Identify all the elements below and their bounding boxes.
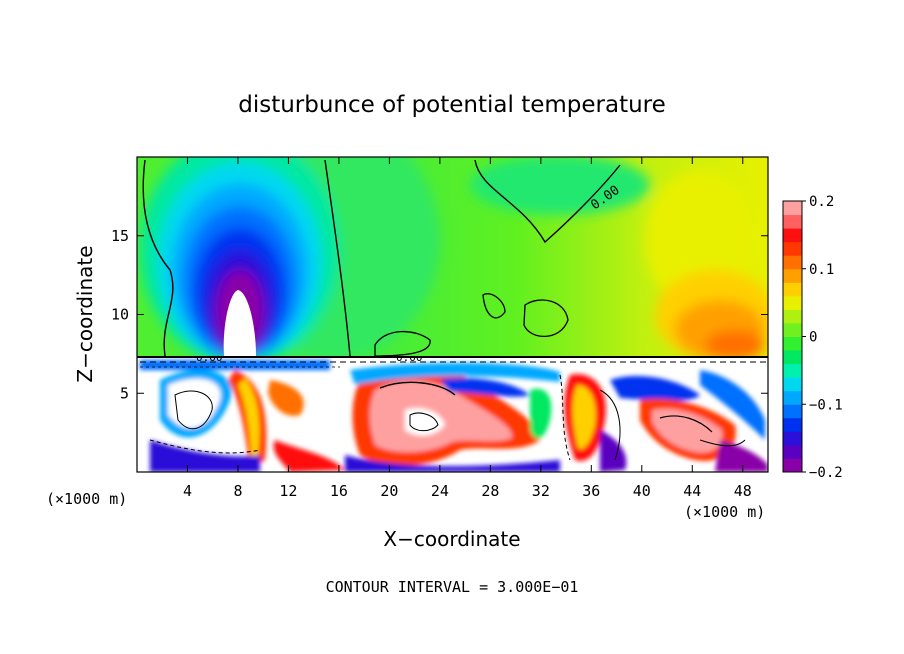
colorbar-swatch [783,241,802,256]
colorbar-swatch [783,377,802,392]
x-tick-label: 20 [380,482,398,500]
colorbar-swatch [783,309,802,324]
colorbar-swatch [783,295,802,310]
y-tick-label: 5 [120,384,129,402]
colorbar-tick-label: 0.2 [809,194,834,210]
x-tick-label: 40 [633,482,651,500]
x-tick-label: 16 [330,482,348,500]
colorbar-swatch [783,214,802,229]
colorbar-tick-label: 0 [809,330,817,346]
x-tick-label: 24 [431,482,449,500]
x-unit-left: (×1000 m) [46,490,127,508]
contour-label-mid: 0.00 [196,351,223,364]
x-tick-label: 48 [734,482,752,500]
x-unit-right: (×1000 m) [684,503,765,521]
contour-interval-note: CONTOUR INTERVAL = 3.000E−01 [326,578,579,596]
y-axis: 5 10 15 [111,227,768,402]
colorbar-swatch [783,268,802,283]
chart-title: disturbunce of potential temperature [238,92,666,118]
heatmap-field: 0.00 [137,157,768,472]
contour-label-center: 0.00 [396,351,423,364]
x-tick-label: 12 [279,482,297,500]
x-tick-label: 44 [683,482,701,500]
colorbar-swatch [783,404,802,419]
colorbar-tick-label: 0.1 [809,262,834,278]
x-axis: 4 8 12 16 20 24 28 32 36 40 44 48 [183,157,752,500]
colorbar-swatch [783,336,802,351]
x-axis-label: X−coordinate [383,527,520,551]
colorbar-swatch [783,282,802,297]
colorbar-tick-label: −0.1 [809,397,843,413]
colorbar-swatch [783,350,802,365]
colorbar-swatch [783,444,802,459]
colorbar-swatch [783,458,802,473]
x-tick-label: 8 [233,482,242,500]
y-tick-label: 10 [111,306,129,324]
x-tick-label: 28 [481,482,499,500]
colorbar-swatch [783,431,802,446]
colorbar-swatch [783,228,802,243]
colorbar-tick-label: −0.2 [809,465,843,481]
colorbar-swatch [783,201,802,216]
colorbar-swatch [783,417,802,432]
y-axis-label: Z−coordinate [73,245,97,382]
colorbar-swatch [783,322,802,337]
colorbar-swatch [783,390,802,405]
x-tick-label: 36 [582,482,600,500]
colorbar-swatch [783,255,802,270]
x-tick-label: 32 [532,482,550,500]
colorbar: 0.2 0.1 0 −0.1 −0.2 [782,194,843,481]
y-tick-label: 15 [111,227,129,245]
colorbar-swatch [783,363,802,378]
x-tick-label: 4 [183,482,192,500]
